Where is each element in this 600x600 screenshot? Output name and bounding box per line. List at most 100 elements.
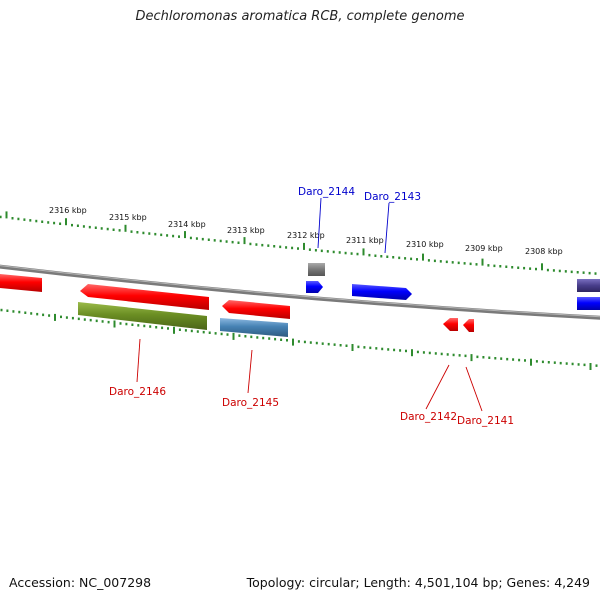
minor-tick — [405, 349, 407, 353]
minor-tick — [416, 350, 419, 354]
minor-tick — [571, 362, 574, 366]
gene-red-left-edge[interactable] — [0, 274, 42, 292]
minor-tick — [77, 317, 80, 321]
minor-tick — [178, 328, 181, 331]
minor-tick — [166, 234, 169, 237]
minor-tick — [89, 318, 92, 322]
scale-label-2316: 2316 kbp — [49, 206, 87, 215]
minor-tick — [339, 344, 342, 347]
minor-tick — [518, 358, 521, 362]
minor-tick — [142, 231, 145, 235]
minor-tick — [285, 246, 288, 249]
minor-tick — [393, 348, 396, 352]
minor-tick — [226, 333, 229, 336]
minor-tick — [380, 255, 383, 258]
minor-tick — [500, 357, 503, 360]
major-tick — [470, 354, 473, 362]
gene-daro-2146-red[interactable] — [80, 284, 209, 310]
minor-tick — [303, 340, 306, 344]
minor-tick — [244, 335, 247, 338]
gene-daro-2142[interactable] — [443, 318, 458, 331]
minor-tick — [469, 262, 472, 266]
minor-tick — [546, 268, 549, 272]
minor-tick — [48, 314, 51, 317]
gene-slate-right[interactable] — [577, 279, 600, 292]
minor-tick — [35, 219, 38, 223]
minor-tick — [308, 248, 311, 251]
minor-tick — [219, 239, 222, 243]
topology-text: Topology: circular; Length: 4,501,104 bp… — [246, 575, 590, 590]
minor-tick — [398, 256, 401, 260]
major-tick — [184, 231, 186, 239]
minor-tick — [565, 362, 568, 365]
label-daro-2145[interactable]: Daro_2145 — [222, 397, 279, 409]
upper-scale-ticks — [0, 211, 597, 275]
minor-tick — [0, 308, 3, 312]
minor-tick — [445, 260, 448, 264]
minor-tick — [547, 361, 550, 364]
major-tick — [292, 338, 294, 346]
gene-daro-2144[interactable] — [306, 281, 323, 293]
leader-line-daro-2144 — [317, 197, 322, 249]
gene-daro-2145[interactable] — [220, 318, 288, 337]
minor-tick — [309, 341, 312, 344]
scale-label-2315: 2315 kbp — [109, 213, 147, 222]
gene-daro-2143[interactable] — [352, 284, 412, 300]
major-tick — [113, 320, 116, 328]
minor-tick — [256, 336, 259, 339]
minor-tick — [582, 271, 585, 274]
minor-tick — [88, 225, 91, 229]
minor-tick — [392, 256, 395, 259]
gene-grey-pseudo[interactable] — [308, 263, 325, 276]
minor-tick — [345, 344, 348, 347]
scale-label-2308: 2308 kbp — [525, 247, 563, 256]
minor-tick — [167, 327, 169, 330]
minor-tick — [570, 270, 573, 274]
minor-tick — [588, 271, 591, 275]
minor-tick — [356, 252, 359, 256]
minor-tick — [315, 341, 318, 345]
minor-tick — [332, 250, 335, 254]
gene-blue-right[interactable] — [577, 297, 600, 310]
minor-tick — [511, 266, 514, 269]
major-tick — [411, 349, 413, 357]
minor-tick — [94, 226, 97, 229]
minor-tick — [148, 232, 151, 235]
minor-tick — [249, 242, 252, 246]
minor-tick — [404, 257, 407, 260]
accession-text: Accession: NC_007298 — [9, 575, 152, 590]
minor-tick — [195, 237, 198, 240]
label-daro-2141[interactable]: Daro_2141 — [457, 415, 514, 427]
minor-tick — [291, 246, 294, 250]
gene-daro-2141[interactable] — [463, 319, 474, 332]
label-daro-2142[interactable]: Daro_2142 — [400, 411, 457, 423]
minor-tick — [505, 265, 508, 268]
gene-daro-2145-red[interactable] — [222, 300, 290, 319]
minor-tick — [238, 334, 241, 337]
label-daro-2146[interactable]: Daro_2146 — [109, 386, 166, 398]
major-tick — [5, 211, 8, 219]
minor-tick — [387, 348, 390, 351]
label-daro-2143[interactable]: Daro_2143 — [364, 191, 421, 203]
major-tick — [362, 248, 365, 256]
minor-tick — [267, 244, 270, 247]
minor-tick — [434, 352, 437, 355]
minor-tick — [368, 253, 371, 257]
label-daro-2144[interactable]: Daro_2144 — [298, 186, 355, 198]
minor-tick — [487, 264, 490, 267]
minor-tick — [594, 272, 597, 275]
scale-label-2310: 2310 kbp — [406, 240, 444, 249]
minor-tick — [488, 356, 491, 359]
minor-tick — [440, 352, 443, 356]
map-title: Dechloromonas aromatica RCB, complete ge… — [135, 9, 465, 24]
minor-tick — [154, 232, 157, 236]
gene-daro-2146[interactable] — [78, 302, 207, 330]
minor-tick — [261, 243, 264, 247]
major-tick — [351, 344, 354, 351]
minor-tick — [482, 356, 485, 359]
minor-tick — [42, 313, 45, 317]
minor-tick — [457, 261, 460, 265]
minor-tick — [76, 224, 79, 227]
leader-line-daro-2142 — [425, 364, 450, 410]
